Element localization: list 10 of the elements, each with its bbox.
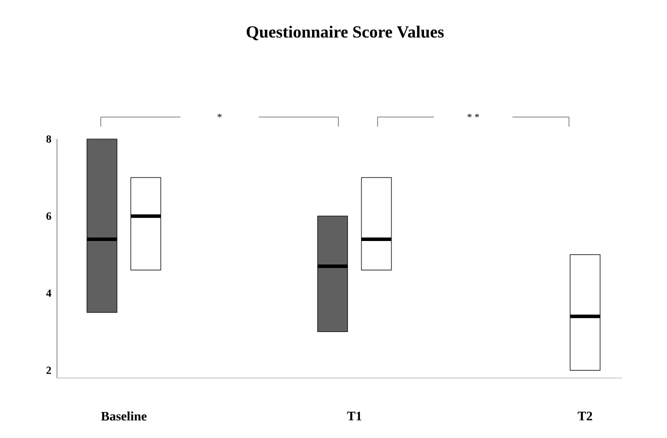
y-tick-label: 2 bbox=[46, 366, 51, 374]
y-tick-label: 4 bbox=[46, 290, 52, 297]
chart-title: Questionnaire Score Values bbox=[246, 26, 444, 40]
y-tick-label: 6 bbox=[46, 212, 52, 220]
x-tick-label: Baseline bbox=[101, 411, 147, 421]
y-tick-label: 8 bbox=[46, 135, 52, 143]
x-tick-label: T2 bbox=[578, 412, 592, 420]
x-tick-label: T1 bbox=[347, 412, 362, 420]
text: * bbox=[218, 114, 222, 118]
text: * * bbox=[468, 114, 479, 118]
